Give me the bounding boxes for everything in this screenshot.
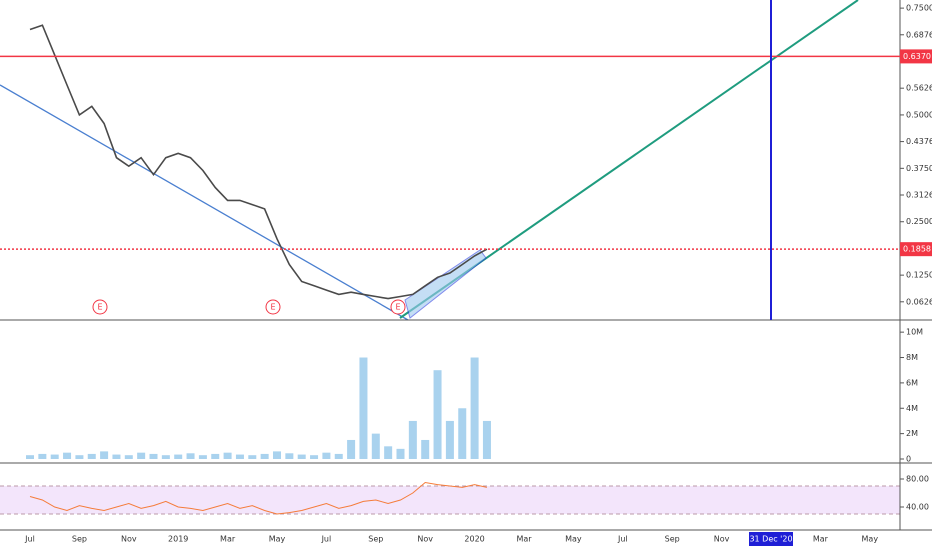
volume-bar xyxy=(445,420,454,459)
y-tick-label: 8M xyxy=(906,353,918,362)
volume-bar xyxy=(384,446,393,459)
price-badge-label: 0.6370 xyxy=(903,52,931,61)
volume-bar xyxy=(470,357,479,459)
price-line xyxy=(29,24,488,300)
y-tick-label: 2M xyxy=(906,429,918,438)
volume-bar xyxy=(223,452,232,459)
x-tick-label: Sep xyxy=(72,535,87,544)
volume-bar xyxy=(198,455,207,459)
y-tick-label: 80.00 xyxy=(906,474,929,483)
price-badge-label: 0.1858 xyxy=(903,245,931,254)
channel xyxy=(404,249,487,319)
x-tick-label: 2019 xyxy=(168,535,188,544)
y-tick-label: 40.00 xyxy=(906,502,929,511)
x-tick-label: Mar xyxy=(516,535,532,544)
price-badge xyxy=(900,242,932,257)
trend-line xyxy=(0,84,409,321)
volume-bar xyxy=(124,455,133,459)
volume-bar xyxy=(63,452,72,459)
rsi-band xyxy=(0,486,900,514)
volume-bar xyxy=(87,453,96,459)
x-tick-label: Nov xyxy=(417,535,433,544)
volume-bar xyxy=(186,453,195,459)
event-label: E xyxy=(395,303,400,312)
volume-bar xyxy=(359,357,368,459)
x-tick-label: Nov xyxy=(121,535,137,544)
volume-bar xyxy=(235,454,244,459)
x-tick-label: 2020 xyxy=(464,535,484,544)
rsi-line xyxy=(29,481,488,515)
volume-bar xyxy=(334,453,343,459)
x-tick-label: Jul xyxy=(321,535,332,544)
x-tick-label: 31 Dec '20 xyxy=(749,535,792,544)
volume-bar xyxy=(26,455,34,459)
x-tick-label: Sep xyxy=(368,535,383,544)
event-label: E xyxy=(270,303,275,312)
y-tick-label: 0 xyxy=(906,455,911,464)
volume-bar xyxy=(433,370,442,459)
events: E E E xyxy=(92,299,406,315)
volume-bar xyxy=(371,433,380,459)
y-tick-label: 0.7500 xyxy=(906,4,932,13)
event-marker xyxy=(265,299,281,315)
volume-bar xyxy=(248,455,257,459)
volume-bar xyxy=(100,451,109,459)
x-tick-label: Jul xyxy=(617,535,628,544)
volume-bar xyxy=(161,455,170,459)
volume-bar xyxy=(260,453,269,459)
event-label: E xyxy=(97,303,102,312)
x-tick-label: Mar xyxy=(813,535,829,544)
volume-bar xyxy=(408,420,417,459)
x-tick-label: Nov xyxy=(714,535,730,544)
x-tick-label: Jul xyxy=(24,535,35,544)
event-marker xyxy=(390,299,406,315)
volume-bar xyxy=(38,453,47,459)
y-tick-label: 0.3126 xyxy=(906,190,932,199)
x-tick-label: May xyxy=(862,535,879,544)
volume-bar xyxy=(421,439,430,459)
volume-bar xyxy=(396,448,405,459)
y-tick-label: 10M xyxy=(906,328,923,337)
volume-bar xyxy=(112,454,121,459)
y-tick-label: 0.2500 xyxy=(906,217,932,226)
volume-bar xyxy=(75,455,84,459)
y-tick-label: 0.4376 xyxy=(906,137,932,146)
x-tick-label: May xyxy=(269,535,286,544)
y-tick-label: 0.1250 xyxy=(906,271,932,280)
volume-bar xyxy=(50,454,59,459)
y-tick-label: 0.0626 xyxy=(906,297,932,306)
event-marker xyxy=(92,299,108,315)
volume-bar xyxy=(482,420,491,459)
x-tick-label: Sep xyxy=(665,535,680,544)
y-tick-label: 0.5000 xyxy=(906,110,932,119)
x-tick-label: Mar xyxy=(220,535,236,544)
volume-bar xyxy=(285,453,294,459)
price-badge xyxy=(900,49,932,64)
y-tick-label: 4M xyxy=(906,404,918,413)
volume-bar xyxy=(137,452,146,459)
volume-bar xyxy=(347,439,356,459)
volume-bar xyxy=(149,453,158,459)
volume-bar xyxy=(322,452,331,459)
volume-bar xyxy=(310,455,319,459)
volume-bar xyxy=(211,453,220,459)
y-tick-label: 0.5626 xyxy=(906,84,932,93)
y-tick-label: 6M xyxy=(906,378,918,387)
volume-bar xyxy=(458,408,467,459)
volume-bar xyxy=(273,451,281,459)
volume-bar xyxy=(297,454,306,459)
volume-bar xyxy=(174,454,183,459)
y-tick-label: 0.3750 xyxy=(906,164,932,173)
y-tick-label: 0.6876 xyxy=(906,30,932,39)
date-badge xyxy=(749,532,793,546)
x-tick-label: May xyxy=(565,535,582,544)
